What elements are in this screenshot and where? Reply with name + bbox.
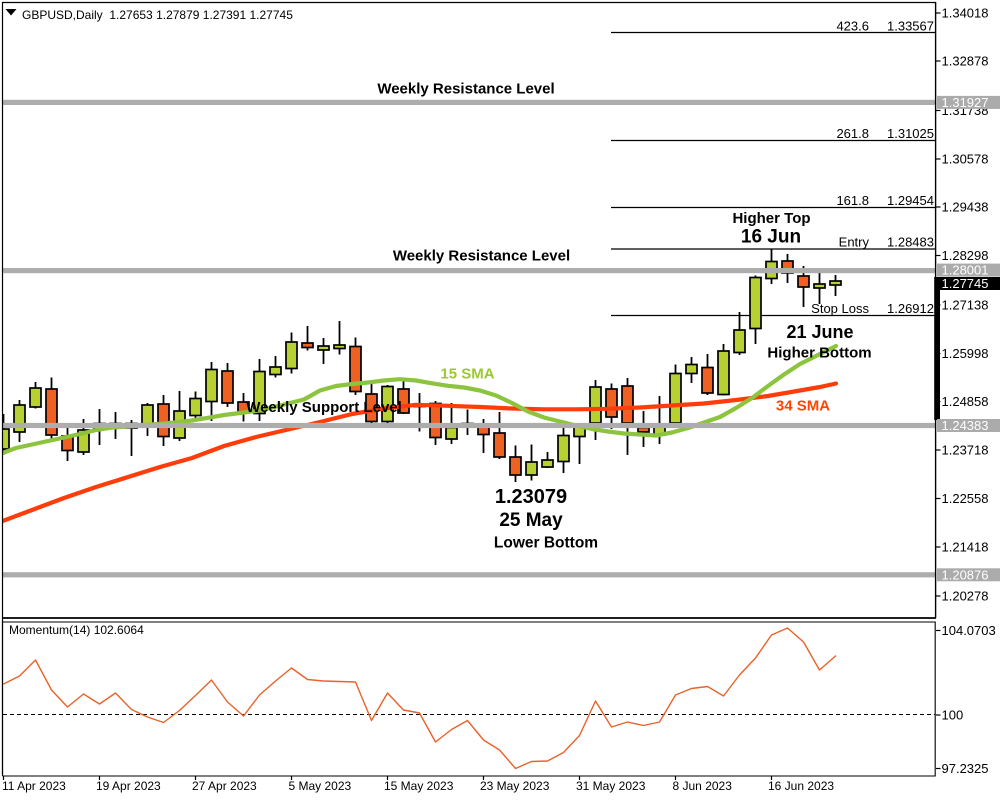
- svg-text:Higher Top: Higher Top: [732, 210, 810, 227]
- svg-text:15 May 2023: 15 May 2023: [384, 779, 454, 793]
- svg-text:1.25998: 1.25998: [942, 346, 989, 361]
- svg-text:16 Jun: 16 Jun: [741, 227, 801, 248]
- svg-text:1.26912: 1.26912: [887, 301, 934, 316]
- svg-text:423.6: 423.6: [836, 19, 869, 34]
- svg-text:100: 100: [942, 708, 964, 723]
- svg-text:261.8: 261.8: [836, 126, 869, 141]
- svg-text:15 SMA: 15 SMA: [440, 366, 494, 383]
- svg-text:1.28298: 1.28298: [942, 248, 989, 263]
- svg-text:8 Jun 2023: 8 Jun 2023: [673, 779, 733, 793]
- svg-text:21 June: 21 June: [786, 322, 853, 342]
- svg-text:27 Apr 2023: 27 Apr 2023: [192, 779, 257, 793]
- svg-text:1.33567: 1.33567: [887, 19, 934, 34]
- svg-text:25 May: 25 May: [499, 510, 563, 531]
- svg-text:Higher Bottom: Higher Bottom: [767, 345, 871, 362]
- svg-text:Weekly Resistance Level: Weekly Resistance Level: [377, 81, 554, 98]
- svg-text:Entry: Entry: [839, 235, 870, 250]
- svg-text:1.27745: 1.27745: [942, 276, 989, 291]
- svg-text:1.20278: 1.20278: [942, 589, 989, 604]
- svg-text:Lower Bottom: Lower Bottom: [494, 535, 598, 552]
- svg-text:1.29438: 1.29438: [942, 200, 989, 215]
- svg-text:1.24383: 1.24383: [942, 418, 989, 433]
- svg-text:104.0703: 104.0703: [942, 623, 996, 638]
- svg-text:31 May 2023: 31 May 2023: [576, 779, 646, 793]
- svg-text:1.28483: 1.28483: [887, 235, 934, 250]
- svg-text:1.23718: 1.23718: [942, 443, 989, 458]
- svg-text:Weekly Resistance Level: Weekly Resistance Level: [393, 248, 570, 265]
- svg-text:1.28001: 1.28001: [942, 263, 989, 278]
- svg-text:1.31927: 1.31927: [942, 95, 989, 110]
- svg-text:GBPUSD,Daily 1.27653 1.27879: GBPUSD,Daily 1.27653 1.27879 1.27391 1.2…: [22, 8, 293, 22]
- svg-text:34 SMA: 34 SMA: [776, 398, 830, 415]
- svg-text:1.21418: 1.21418: [942, 540, 989, 555]
- svg-text:Momentum(14) 102.6064: Momentum(14) 102.6064: [9, 623, 144, 637]
- svg-text:1.30578: 1.30578: [942, 152, 989, 167]
- svg-text:161.8: 161.8: [836, 193, 869, 208]
- svg-text:11 Apr 2023: 11 Apr 2023: [2, 779, 66, 793]
- svg-text:1.22558: 1.22558: [942, 491, 989, 506]
- svg-text:16 Jun 2023: 16 Jun 2023: [768, 779, 834, 793]
- svg-text:1.29454: 1.29454: [887, 193, 934, 208]
- svg-text:1.23079: 1.23079: [495, 486, 567, 508]
- svg-text:1.24858: 1.24858: [942, 394, 989, 409]
- svg-text:Stop Loss: Stop Loss: [811, 301, 869, 316]
- svg-text:5 May 2023: 5 May 2023: [289, 779, 352, 793]
- svg-text:1.31025: 1.31025: [887, 126, 934, 141]
- svg-text:1.20876: 1.20876: [942, 567, 989, 582]
- svg-text:1.32878: 1.32878: [942, 54, 989, 69]
- svg-text:19 Apr 2023: 19 Apr 2023: [96, 779, 161, 793]
- svg-text:1.27138: 1.27138: [942, 298, 989, 313]
- svg-text:Weekly Support Level: Weekly Support Level: [246, 399, 402, 416]
- svg-text:97.2325: 97.2325: [942, 761, 989, 776]
- svg-text:1.34018: 1.34018: [942, 6, 989, 21]
- svg-text:23 May 2023: 23 May 2023: [480, 779, 550, 793]
